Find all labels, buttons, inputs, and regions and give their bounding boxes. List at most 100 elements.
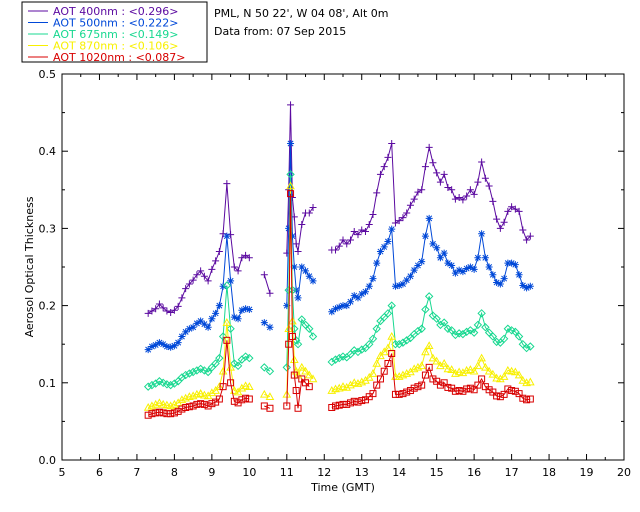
data-point [418, 258, 426, 266]
data-point [503, 365, 513, 374]
data-point [290, 263, 298, 271]
data-point [332, 246, 340, 254]
data-point [459, 387, 467, 395]
data-point [245, 353, 254, 363]
data-point [177, 373, 187, 382]
data-point [384, 238, 392, 246]
data-point [493, 215, 501, 223]
data-point [515, 390, 523, 398]
data-point [485, 182, 493, 190]
data-point [238, 396, 246, 404]
data-point [403, 209, 411, 217]
data-point [462, 327, 471, 337]
legend-entry: AOT 675nm : <0.149> [53, 28, 179, 41]
data-point [470, 265, 478, 273]
data-point [373, 381, 381, 389]
data-point [343, 240, 351, 248]
data-point [292, 240, 300, 248]
data-point [436, 361, 445, 370]
data-point [244, 382, 254, 390]
data-point [215, 382, 224, 390]
data-point [526, 395, 534, 403]
data-point [444, 383, 452, 391]
y-tick-label: 0.5 [39, 68, 57, 81]
data-point [197, 400, 205, 408]
data-point [297, 362, 307, 371]
data-point [444, 183, 452, 191]
data-point [402, 336, 411, 345]
data-point [373, 189, 381, 197]
data-point [421, 371, 429, 379]
data-point [282, 363, 292, 372]
data-point [421, 305, 430, 314]
data-point [414, 188, 422, 196]
data-point [294, 404, 302, 412]
data-point [227, 277, 235, 285]
data-point [478, 230, 486, 238]
data-point [432, 314, 441, 323]
data-point [185, 325, 193, 333]
data-point [346, 380, 355, 389]
data-point [383, 309, 393, 318]
data-point [298, 375, 306, 383]
x-tick-label: 11 [280, 466, 294, 479]
date-label: Data from: 07 Sep 2015 [214, 25, 346, 38]
series-2 [144, 139, 534, 354]
data-point [308, 332, 318, 341]
data-point [413, 326, 423, 336]
data-point [349, 378, 359, 387]
data-point [328, 308, 336, 316]
data-point [304, 370, 314, 379]
data-point [174, 339, 182, 347]
data-point [418, 186, 426, 194]
data-point [294, 248, 302, 256]
y-axis-label: Aerosol Optical Thickness [23, 196, 36, 337]
data-point [327, 385, 337, 394]
data-point [335, 353, 344, 363]
data-point [354, 231, 362, 239]
data-point [481, 323, 490, 332]
data-point [290, 371, 298, 379]
data-point [470, 386, 478, 394]
y-tick-label: 0.4 [39, 145, 57, 158]
data-point [147, 401, 157, 410]
data-point [148, 410, 156, 418]
data-point [219, 230, 227, 238]
data-point [398, 338, 408, 347]
data-point [455, 194, 463, 202]
data-point [182, 285, 190, 293]
data-point [233, 361, 243, 371]
legend: AOT 400nm : <0.296>AOT 500nm : <0.222>AO… [21, 1, 208, 64]
x-tick-label: 18 [542, 466, 556, 479]
data-point [238, 306, 246, 314]
data-point [507, 366, 516, 375]
data-point [328, 404, 336, 412]
data-point [443, 364, 453, 373]
data-point [230, 397, 238, 405]
data-point [488, 332, 498, 341]
data-point [421, 163, 429, 171]
data-point [327, 357, 336, 367]
data-point [301, 366, 310, 375]
data-point [421, 347, 430, 356]
data-point [391, 219, 399, 227]
data-point [342, 382, 352, 391]
x-tick-label: 19 [580, 466, 594, 479]
data-point [200, 390, 209, 399]
data-point [203, 367, 213, 377]
data-point [368, 334, 378, 344]
data-point [459, 196, 467, 204]
data-point [144, 411, 152, 419]
data-point [500, 275, 508, 283]
data-point [436, 254, 444, 262]
data-point [451, 330, 460, 340]
data-point [421, 232, 429, 240]
data-point [433, 244, 441, 252]
data-point [387, 301, 396, 310]
data-point [211, 385, 220, 394]
data-point [158, 399, 168, 408]
data-point [451, 369, 460, 377]
data-point [305, 209, 313, 217]
x-tick-label: 15 [430, 466, 444, 479]
